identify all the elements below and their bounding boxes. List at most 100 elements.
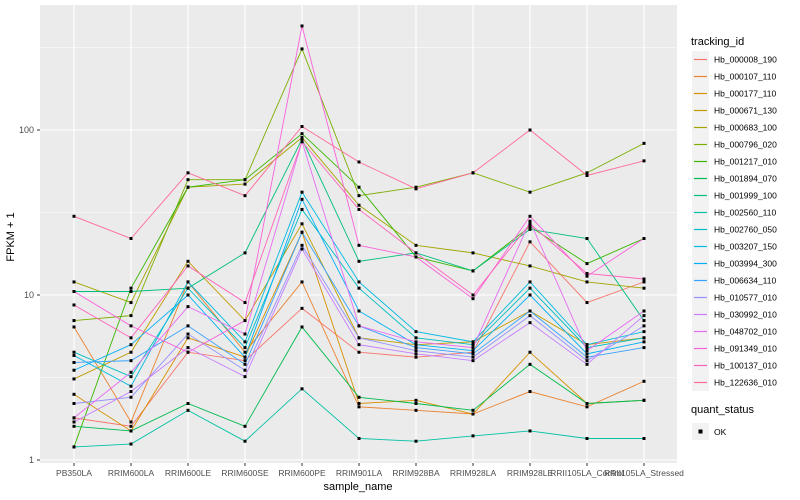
data-point <box>300 137 304 141</box>
legend-label: Hb_000796_020 <box>714 140 777 150</box>
x-tick-label: RRIM928LE <box>507 468 554 478</box>
data-point <box>72 445 76 449</box>
data-point <box>642 159 646 163</box>
legend-entry: Hb_048702_010 <box>692 323 777 340</box>
legend-entry: Hb_100137_010 <box>692 357 777 374</box>
data-point <box>357 243 361 247</box>
data-point <box>357 343 361 347</box>
data-point <box>186 178 190 182</box>
data-point <box>471 171 475 175</box>
data-point <box>471 434 475 438</box>
data-point <box>72 392 76 396</box>
data-point <box>186 293 190 297</box>
data-point <box>129 237 133 241</box>
data-point <box>243 301 247 305</box>
data-point <box>300 387 304 391</box>
data-point <box>642 330 646 334</box>
legend-label: Hb_002560_110 <box>714 208 777 218</box>
data-point <box>129 384 133 388</box>
quant-ok-label: OK <box>714 427 727 437</box>
data-point <box>642 141 646 145</box>
data-point <box>528 280 532 284</box>
legend-entry: Hb_000671_130 <box>692 102 777 119</box>
data-point <box>357 309 361 313</box>
data-point <box>585 173 589 177</box>
legend-label: Hb_010577_010 <box>714 293 777 303</box>
legend-entry: Hb_002760_050 <box>692 221 777 238</box>
data-point <box>471 269 475 273</box>
data-point <box>585 237 589 241</box>
data-point <box>300 306 304 310</box>
data-point <box>129 395 133 399</box>
data-point <box>642 340 646 344</box>
data-point <box>585 349 589 353</box>
data-point <box>471 350 475 354</box>
data-point <box>414 355 418 359</box>
data-point <box>414 336 418 340</box>
data-point <box>471 251 475 255</box>
data-point <box>585 280 589 284</box>
data-point <box>528 293 532 297</box>
data-point <box>357 436 361 440</box>
data-point <box>585 343 589 347</box>
y-tick-label: 100 <box>19 125 34 135</box>
legend-label: Hb_001217_010 <box>714 157 777 167</box>
data-point <box>585 359 589 363</box>
data-point <box>528 227 532 231</box>
legend-entry: Hb_000008_190 <box>692 51 777 68</box>
data-point <box>642 314 646 318</box>
data-point <box>357 405 361 409</box>
legend-label: Hb_002760_050 <box>714 225 777 235</box>
legend-entry: Hb_000683_100 <box>692 119 777 136</box>
data-point <box>528 222 532 226</box>
plot-panel-layer: 100 10 1 PB350LA RRIM600LA RRIM600LE RRIM600SE… <box>19 5 684 478</box>
data-point <box>414 398 418 402</box>
data-point <box>642 436 646 440</box>
data-point <box>585 271 589 275</box>
legend-label: Hb_000008_190 <box>714 55 777 65</box>
legend-label: Hb_006634_110 <box>714 276 777 286</box>
data-point <box>471 412 475 416</box>
data-point <box>642 319 646 323</box>
x-tick-label: RRIM901LA <box>336 468 383 478</box>
data-point <box>528 240 532 244</box>
data-point <box>642 379 646 383</box>
data-point <box>72 368 76 372</box>
data-point <box>300 125 304 129</box>
data-point <box>357 259 361 263</box>
y-tick-label: 10 <box>24 290 34 300</box>
data-point <box>72 280 76 284</box>
data-point <box>357 286 361 290</box>
data-point <box>357 194 361 198</box>
data-point <box>129 429 133 433</box>
legend-label: Hb_003994_300 <box>714 259 777 269</box>
data-point <box>300 190 304 194</box>
data-point <box>300 24 304 28</box>
data-point <box>471 343 475 347</box>
legend-entry: Hb_001894_070 <box>692 170 777 187</box>
y-axis-title: FPKM + 1 <box>5 212 17 261</box>
data-point <box>471 293 475 297</box>
data-point <box>243 362 247 366</box>
data-point <box>186 336 190 340</box>
data-point <box>642 398 646 402</box>
legend-entry: Hb_000107_110 <box>692 68 777 85</box>
legend-label: Hb_100137_010 <box>714 361 777 371</box>
data-point <box>585 402 589 406</box>
data-point <box>300 280 304 284</box>
data-point <box>243 319 247 323</box>
x-tick-label: RRIM600PE <box>278 468 326 478</box>
data-point <box>243 178 247 182</box>
legend-entry: Hb_010577_010 <box>692 289 777 306</box>
data-point <box>528 350 532 354</box>
data-point <box>186 305 190 309</box>
data-point <box>243 332 247 336</box>
data-point <box>414 343 418 347</box>
x-tick-label: PB350LA <box>56 468 92 478</box>
data-point <box>528 390 532 394</box>
x-tick-label: RRIM600LE <box>165 468 212 478</box>
data-point <box>528 314 532 318</box>
data-point <box>300 136 304 140</box>
